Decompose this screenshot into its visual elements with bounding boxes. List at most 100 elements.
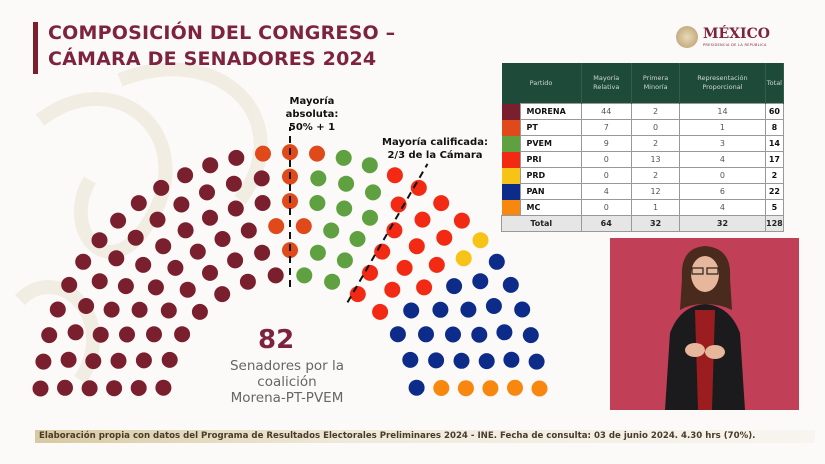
party-color-swatch xyxy=(501,199,520,216)
total-value: 17 xyxy=(764,151,785,168)
seat-dot xyxy=(75,253,92,270)
seat-dot xyxy=(433,195,450,212)
seat-dot xyxy=(402,351,419,368)
seat-dot xyxy=(239,273,256,290)
seat-dot xyxy=(267,267,284,284)
sign-language-interpreter-video xyxy=(610,238,799,410)
seat-dot xyxy=(502,276,519,293)
total-pm: 32 xyxy=(630,215,681,232)
total-label: Total xyxy=(501,215,582,232)
seat-dot xyxy=(396,259,413,276)
seat-dot xyxy=(214,286,231,303)
seat-dot xyxy=(453,352,470,369)
seat-dot xyxy=(432,301,449,318)
seat-dot xyxy=(472,232,489,249)
seat-dot xyxy=(507,379,523,396)
seat-dot xyxy=(174,326,191,343)
seat-dot xyxy=(455,250,472,267)
seat-dot xyxy=(403,302,420,319)
seat-dot xyxy=(445,326,461,343)
seat-dot xyxy=(49,301,66,318)
hemicycle-chart xyxy=(32,127,548,397)
total-rp: 32 xyxy=(679,215,766,232)
col-header-partido: Partido xyxy=(501,63,582,104)
seat-dot xyxy=(488,253,505,270)
seat-dot xyxy=(155,379,172,396)
seat-dot xyxy=(335,149,352,166)
party-name: MORENA xyxy=(519,103,582,120)
seat-dot xyxy=(91,273,108,290)
mayoria-relativa-value: 0 xyxy=(580,167,632,184)
seat-dot xyxy=(61,276,78,293)
seat-dot xyxy=(167,259,184,276)
results-table: Partido Mayoría Relativa Primera Minoría… xyxy=(501,63,785,232)
seat-dot xyxy=(349,286,366,303)
interpreter-figure xyxy=(665,246,745,410)
seat-dot xyxy=(149,211,166,228)
seat-dot xyxy=(338,175,355,192)
table-row: PRI 0 13 4 17 xyxy=(501,151,785,168)
page-title: COMPOSICIÓN DEL CONGRESO – CÁMARA DE SEN… xyxy=(48,20,395,72)
seat-dot xyxy=(324,273,341,290)
seat-dot xyxy=(433,380,450,396)
primera-minoria-value: 2 xyxy=(630,135,681,152)
seat-dot xyxy=(177,167,194,184)
representacion-proporcional-value: 4 xyxy=(679,199,766,216)
seat-dot xyxy=(453,212,470,229)
total-value: 5 xyxy=(764,199,785,216)
seat-dot xyxy=(228,149,245,166)
seat-dot xyxy=(135,256,152,273)
representacion-proporcional-value: 3 xyxy=(679,135,766,152)
seat-dot xyxy=(91,232,108,249)
seat-dot xyxy=(78,298,95,314)
title-line-2: CÁMARA DE SENADORES 2024 xyxy=(48,48,377,70)
table-row: MC 0 1 4 5 xyxy=(501,199,785,216)
primera-minoria-value: 2 xyxy=(630,167,681,184)
seat-dot xyxy=(428,256,445,273)
source-text: Elaboración propia con datos del Program… xyxy=(39,431,756,441)
total-value: 2 xyxy=(764,167,785,184)
coalition-line-1: Senadores por la xyxy=(229,358,345,374)
party-name: PVEM xyxy=(519,135,582,152)
seat-dot xyxy=(85,353,102,370)
qualified-majority-line-1: Mayoría calificada: xyxy=(382,137,488,148)
mayoria-relativa-value: 0 xyxy=(580,151,632,168)
mexico-logo: MÉXICO PRESIDENCIA DE LA REPÚBLICA xyxy=(676,26,770,48)
logo-subtext: PRESIDENCIA DE LA REPÚBLICA xyxy=(703,43,767,47)
seat-dot xyxy=(268,218,285,235)
seat-dot xyxy=(108,250,125,267)
seat-dot xyxy=(503,351,520,368)
party-name: PT xyxy=(519,119,582,136)
seat-dot xyxy=(418,326,434,343)
seat-dot xyxy=(106,380,123,397)
seat-dot xyxy=(436,229,453,246)
seat-dot xyxy=(336,252,353,269)
party-name: PAN xyxy=(519,183,582,200)
seat-dot xyxy=(177,222,194,239)
seat-dot xyxy=(253,170,270,187)
seat-dot xyxy=(57,379,73,396)
primera-minoria-value: 2 xyxy=(630,103,681,120)
seat-dot xyxy=(225,175,242,192)
seat-dot xyxy=(92,326,109,343)
seat-dot xyxy=(531,380,548,397)
party-color-swatch xyxy=(501,135,520,152)
col-header-representacion-proporcional: Representación Proporcional xyxy=(679,63,766,104)
seat-dot xyxy=(130,195,147,212)
table-row: MORENA 44 2 14 60 xyxy=(501,103,785,120)
absolute-majority-line-2: 50% + 1 xyxy=(288,122,336,133)
representacion-proporcional-value: 0 xyxy=(679,167,766,184)
seat-dot xyxy=(81,380,98,397)
absolute-majority-label: Mayoría absoluta: 50% + 1 xyxy=(262,95,362,134)
seat-dot xyxy=(514,301,531,318)
party-color-swatch xyxy=(501,151,520,168)
seat-dot xyxy=(147,279,164,296)
seat-dot xyxy=(323,222,340,239)
seat-dot xyxy=(336,200,353,217)
seat-dot xyxy=(160,302,177,319)
logo-text: MÉXICO xyxy=(703,26,770,42)
seat-dot xyxy=(103,301,120,318)
coalition-seat-count: 82 xyxy=(258,325,295,355)
seat-dot xyxy=(349,231,366,247)
primera-minoria-value: 12 xyxy=(630,183,681,200)
